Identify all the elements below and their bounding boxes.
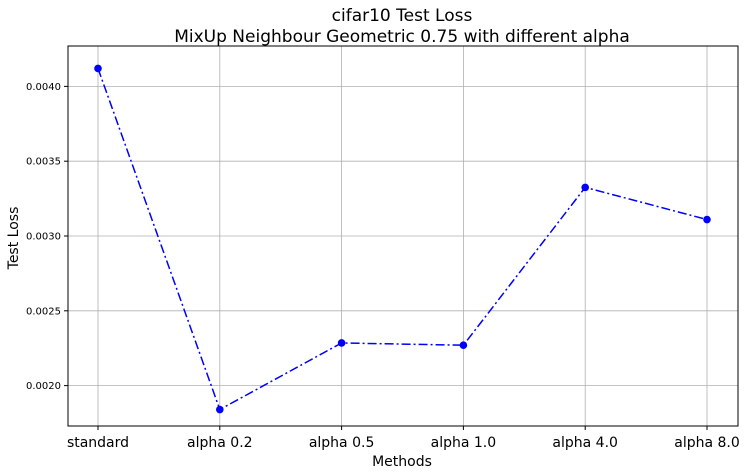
data-point <box>581 183 589 192</box>
x-tick-label: alpha 8.0 <box>674 435 740 451</box>
y-tick-label: 0.0025 <box>26 306 61 317</box>
chart-subtitle: MixUp Neighbour Geometric 0.75 with diff… <box>174 27 630 47</box>
y-tick-label: 0.0035 <box>26 157 61 168</box>
y-tick-label: 0.0020 <box>26 381 61 392</box>
y-tick-label: 0.0040 <box>26 82 61 93</box>
x-axis-label: Methods <box>372 454 432 470</box>
y-tick-label: 0.0030 <box>26 232 61 243</box>
series-line <box>94 64 711 414</box>
data-point <box>216 405 224 414</box>
x-tick-label: alpha 0.5 <box>309 435 375 451</box>
grid-lines <box>68 46 738 426</box>
x-ticks: standard alpha 0.2 alpha 0.5 alpha 1.0 alpha… <box>67 426 740 451</box>
y-ticks: 0.0020 0.0025 0.0030 0.0035 0.0040 <box>26 82 68 392</box>
chart-title: cifar10 Test Loss <box>332 6 473 26</box>
x-tick-label: alpha 4.0 <box>552 435 618 451</box>
data-point <box>337 339 346 347</box>
x-tick-label: standard <box>67 435 129 451</box>
x-tick-label: alpha 1.0 <box>431 435 497 451</box>
data-point <box>703 215 711 224</box>
data-point <box>459 341 468 350</box>
plot-frame <box>67 45 739 427</box>
series-line-path <box>97 68 708 411</box>
x-tick-label: alpha 0.2 <box>187 435 253 451</box>
data-point <box>94 64 102 73</box>
y-axis-label: Test Loss <box>6 207 22 271</box>
